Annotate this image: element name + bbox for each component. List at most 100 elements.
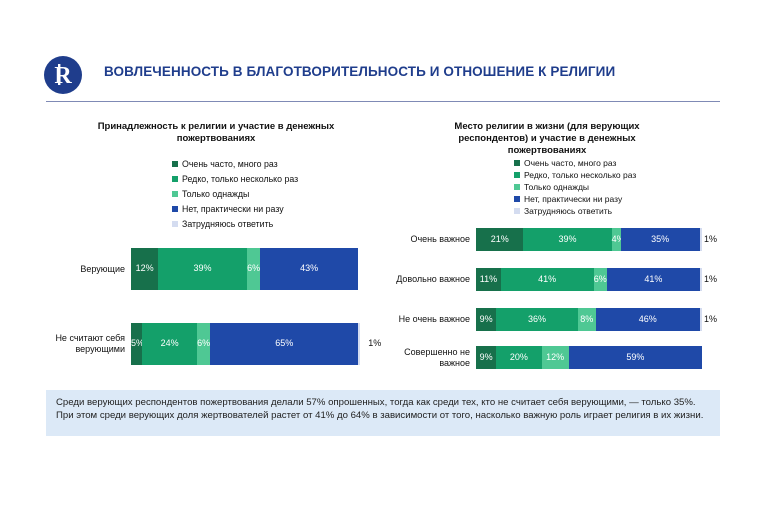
legend-swatch xyxy=(514,208,520,214)
data-label: 11% xyxy=(479,273,498,284)
legend-swatch xyxy=(514,172,520,178)
bar-segment xyxy=(358,323,361,365)
hse-logo: R xyxy=(44,56,82,94)
legend-label: Затрудняюсь ответить xyxy=(524,206,613,216)
data-label: 35% xyxy=(651,233,670,244)
category-label: Очень важное xyxy=(410,234,470,244)
bar-segment xyxy=(131,323,143,365)
bar-segment xyxy=(568,346,702,369)
bar-segment xyxy=(577,308,596,331)
legend-item: Нет, практически ни разу xyxy=(172,201,298,216)
category-label: Довольно важное xyxy=(396,274,470,284)
bar-segment xyxy=(607,268,700,291)
bar-segment xyxy=(699,308,702,331)
bar-segment xyxy=(476,268,501,291)
data-label: 1% xyxy=(704,313,718,324)
svg-text:R: R xyxy=(54,63,72,89)
right-chart-legend: Очень часто, много раз Редко, только неск… xyxy=(514,157,636,217)
legend-swatch xyxy=(172,220,178,227)
right-chart-title: Место религии в жизни (для верующих респ… xyxy=(454,121,640,156)
bar-segment xyxy=(142,323,197,365)
data-label: 1% xyxy=(704,273,718,284)
left-chart-legend: Очень часто, много раз Редко, только неск… xyxy=(172,156,298,231)
data-label: 8% xyxy=(580,313,594,324)
bar-segment xyxy=(593,268,608,291)
legend-label: Затрудняюсь ответить xyxy=(182,218,274,229)
data-label: 59% xyxy=(626,351,645,362)
hse-logo-mark-icon: R xyxy=(54,63,72,89)
data-label: 12% xyxy=(135,263,154,273)
legend-item: Очень часто, много раз xyxy=(172,156,298,171)
legend-swatch xyxy=(172,175,178,182)
data-label: 6% xyxy=(247,263,261,273)
title-divider xyxy=(46,101,720,102)
data-label: 36% xyxy=(528,313,547,324)
data-label: 6% xyxy=(197,338,211,348)
summary-note: Среди верующих респондентов пожертвовани… xyxy=(46,390,720,436)
data-label: 21% xyxy=(490,233,509,244)
bar-segment xyxy=(496,346,542,369)
page-title: ВОВЛЕЧЕННОСТЬ В БЛАГОТВОРИТЕЛЬНОСТЬ И ОТ… xyxy=(104,64,616,79)
bar-segment xyxy=(196,323,211,365)
bar-segment xyxy=(476,228,524,251)
bar-segment xyxy=(523,228,612,251)
legend-swatch xyxy=(172,205,178,212)
data-label: 5% xyxy=(131,338,145,348)
legend-item: Только однажды xyxy=(172,186,298,201)
data-label: 4% xyxy=(611,233,625,244)
category-label: Совершенно не важное xyxy=(404,346,470,368)
data-label: 41% xyxy=(644,273,663,284)
bar-segment xyxy=(541,346,569,369)
bar-segment xyxy=(496,308,578,331)
data-label: 12% xyxy=(546,351,565,362)
data-label: 43% xyxy=(300,263,319,273)
data-label: 1% xyxy=(368,338,382,348)
legend-label: Очень часто, много раз xyxy=(524,158,617,168)
bar-segment xyxy=(620,228,700,251)
legend-item: Редко, только несколько раз xyxy=(172,171,298,186)
legend-item: Затрудняюсь ответить xyxy=(172,216,298,231)
data-label: 6% xyxy=(593,273,607,284)
bar-segment xyxy=(595,308,700,331)
bar-segment xyxy=(246,248,261,290)
legend-label: Только однажды xyxy=(524,182,590,192)
legend-label: Только однажды xyxy=(182,188,250,199)
category-label: Не считают себя верующими xyxy=(55,333,125,354)
legend-item: Нет, практически ни разу xyxy=(514,193,636,205)
bar-segment xyxy=(611,228,621,251)
data-label: 46% xyxy=(638,313,657,324)
left-chart-title: Принадлежность к религии и участие в ден… xyxy=(97,121,335,144)
bar-segment xyxy=(158,248,247,290)
data-label: 1% xyxy=(704,233,718,244)
legend-item: Очень часто, много раз xyxy=(514,157,636,169)
data-label: 65% xyxy=(275,338,294,348)
legend-swatch xyxy=(514,184,520,190)
data-label: 9% xyxy=(479,313,493,324)
bar-segment xyxy=(260,248,358,290)
data-label: 20% xyxy=(509,351,528,362)
legend-label: Нет, практически ни разу xyxy=(182,203,284,214)
bar-segment xyxy=(699,268,702,291)
legend-item: Затрудняюсь ответить xyxy=(514,205,636,217)
legend-swatch xyxy=(514,196,520,202)
data-label: 41% xyxy=(538,273,557,284)
category-label: Верующие xyxy=(80,263,125,274)
legend-item: Редко, только несколько раз xyxy=(514,169,636,181)
bar-segment xyxy=(210,323,358,365)
data-label: 39% xyxy=(193,263,212,273)
legend-label: Редко, только несколько раз xyxy=(524,170,637,180)
legend-swatch xyxy=(172,190,178,197)
data-label: 39% xyxy=(558,233,577,244)
bar-segment xyxy=(699,228,702,251)
legend-label: Редко, только несколько раз xyxy=(182,173,299,184)
legend-swatch xyxy=(514,160,520,166)
bar-segment xyxy=(500,268,594,291)
bar-segment xyxy=(476,308,497,331)
legend-item: Только однажды xyxy=(514,181,636,193)
bar-segment xyxy=(131,248,159,290)
legend-label: Очень часто, много раз xyxy=(182,158,278,169)
legend-label: Нет, практически ни разу xyxy=(524,194,623,204)
bar-segment xyxy=(476,346,497,369)
category-label: Не очень важное xyxy=(398,314,470,324)
